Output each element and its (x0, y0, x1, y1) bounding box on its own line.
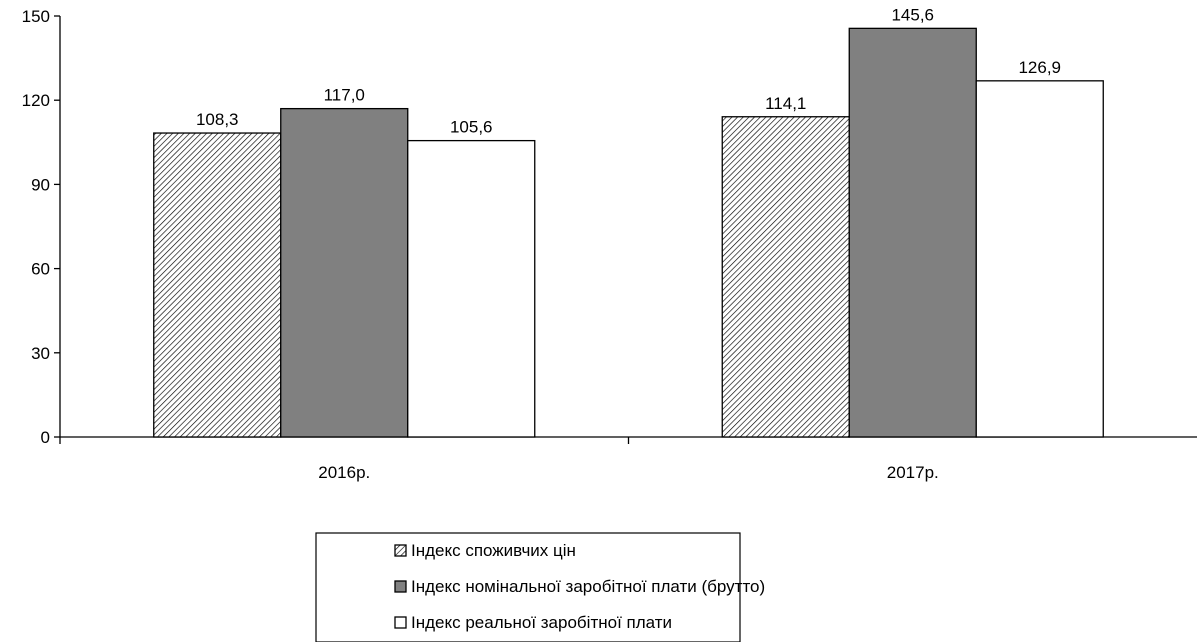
y-tick-label: 30 (31, 344, 50, 363)
data-label: 117,0 (324, 86, 365, 105)
legend-swatch (395, 545, 406, 556)
y-tick-label: 120 (22, 91, 50, 110)
legend-swatch (395, 617, 406, 628)
y-tick-label: 150 (22, 7, 50, 26)
bar-1-2016р. (154, 133, 281, 437)
bars (154, 28, 1104, 437)
y-tick-label: 60 (31, 260, 50, 279)
x-tick-label: 2017р. (887, 463, 939, 482)
legend-label: Індекс номінальної заробітної плати (бру… (411, 577, 765, 596)
legend-swatch (395, 581, 406, 592)
bar-3-2016р. (408, 141, 535, 437)
data-label: 145,6 (891, 5, 934, 24)
legend: Індекс споживчих цін Індекс номінальної з… (316, 533, 765, 642)
legend-label: Індекс реальної заробітної плати (411, 613, 672, 632)
bar-1-2017р. (722, 117, 849, 437)
legend-label: Індекс споживчих цін (411, 541, 576, 560)
data-label: 105,6 (450, 118, 493, 137)
data-label: 108,3 (196, 110, 239, 129)
bar-2-2016р. (281, 109, 408, 437)
x-tick-label: 2016р. (318, 463, 370, 482)
data-label: 126,9 (1018, 58, 1061, 77)
bar-3-2017р. (976, 81, 1103, 437)
y-tick-label: 0 (41, 428, 50, 447)
bar-2-2017р. (849, 28, 976, 437)
data-label: 114,1 (765, 94, 806, 113)
y-tick-label: 90 (31, 175, 50, 194)
